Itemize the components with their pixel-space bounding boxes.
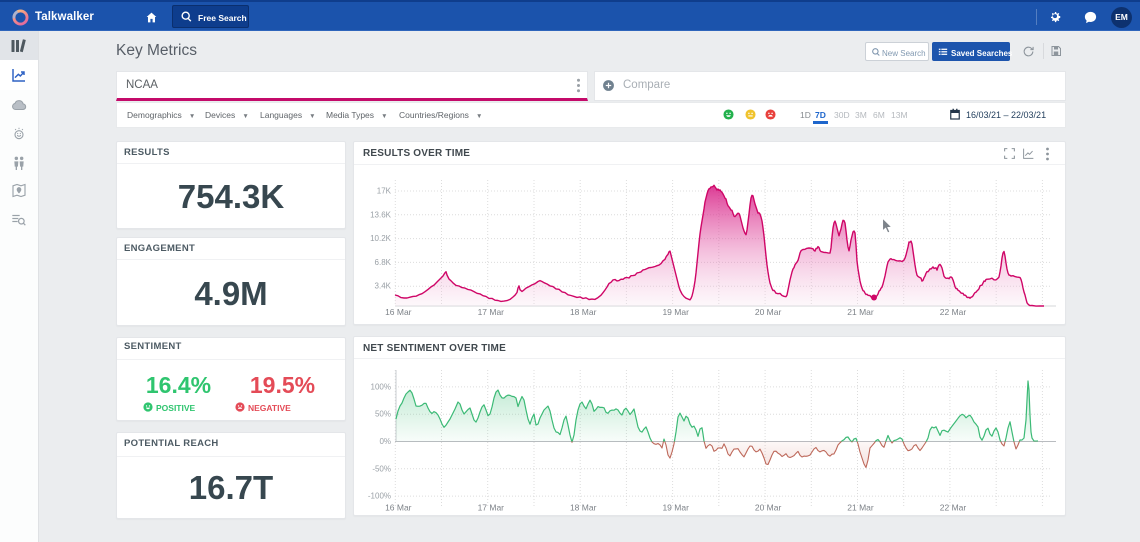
svg-text:10.2K: 10.2K xyxy=(370,234,392,243)
svg-text:17K: 17K xyxy=(377,187,392,196)
svg-text:22 Mar: 22 Mar xyxy=(940,307,967,317)
svg-text:17 Mar: 17 Mar xyxy=(478,307,505,317)
svg-text:20 Mar: 20 Mar xyxy=(755,503,782,513)
svg-text:19 Mar: 19 Mar xyxy=(662,503,689,513)
svg-text:20 Mar: 20 Mar xyxy=(755,307,782,317)
svg-text:21 Mar: 21 Mar xyxy=(847,503,874,513)
svg-text:-100%: -100% xyxy=(368,492,391,501)
svg-text:-50%: -50% xyxy=(372,464,391,473)
svg-text:16 Mar: 16 Mar xyxy=(385,503,412,513)
svg-text:22 Mar: 22 Mar xyxy=(940,503,967,513)
svg-text:50%: 50% xyxy=(375,410,391,419)
svg-text:100%: 100% xyxy=(371,382,391,391)
svg-text:13.6K: 13.6K xyxy=(370,210,392,219)
svg-text:17 Mar: 17 Mar xyxy=(478,503,505,513)
svg-text:16 Mar: 16 Mar xyxy=(385,307,412,317)
svg-text:3.4K: 3.4K xyxy=(375,282,392,291)
svg-text:0%: 0% xyxy=(379,437,391,446)
svg-text:18 Mar: 18 Mar xyxy=(570,307,597,317)
svg-text:21 Mar: 21 Mar xyxy=(847,307,874,317)
svg-text:19 Mar: 19 Mar xyxy=(662,307,689,317)
svg-text:18 Mar: 18 Mar xyxy=(570,503,597,513)
svg-text:6.8K: 6.8K xyxy=(375,258,392,267)
